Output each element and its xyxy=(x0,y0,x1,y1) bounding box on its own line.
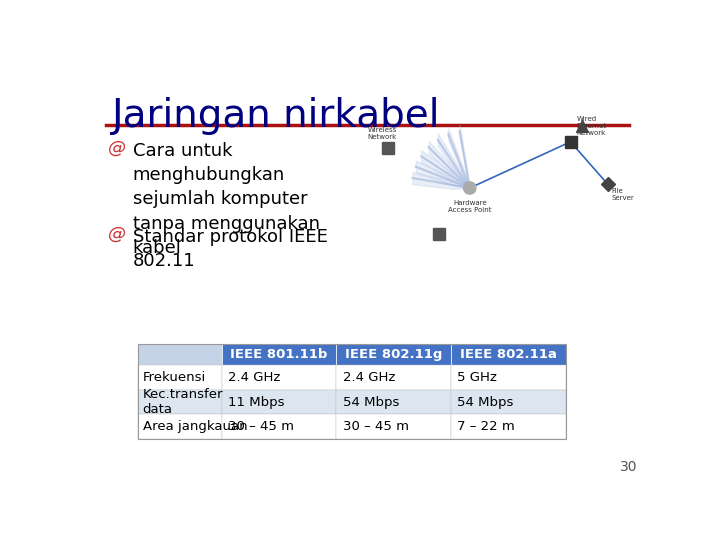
Text: 30 – 45 m: 30 – 45 m xyxy=(343,420,409,433)
Text: Cara untuk
menghubungkan
sejumlah komputer
tanpa menggunakan
kabel: Cara untuk menghubungkan sejumlah komput… xyxy=(132,142,320,257)
Bar xyxy=(222,390,336,414)
Bar xyxy=(222,343,336,365)
Text: 30: 30 xyxy=(620,461,637,475)
Text: Hardware
Access Point: Hardware Access Point xyxy=(448,200,492,213)
Text: IEEE 802.11g: IEEE 802.11g xyxy=(345,348,443,361)
Text: 54 Mbps: 54 Mbps xyxy=(457,396,514,409)
Bar xyxy=(451,390,566,414)
Bar xyxy=(222,414,336,439)
Bar xyxy=(336,365,451,390)
Text: Wireless
Network: Wireless Network xyxy=(367,127,397,140)
Bar xyxy=(222,365,336,390)
Text: 11 Mbps: 11 Mbps xyxy=(228,396,284,409)
Text: Jaringan nirkabel: Jaringan nirkabel xyxy=(112,97,440,135)
Bar xyxy=(138,414,222,439)
Text: @: @ xyxy=(108,225,126,243)
Bar xyxy=(336,343,451,365)
Bar xyxy=(451,343,566,365)
Bar xyxy=(336,414,451,439)
Text: Wired
Ethernet
Network: Wired Ethernet Network xyxy=(577,116,607,136)
Bar xyxy=(138,390,222,414)
Text: @: @ xyxy=(108,139,126,157)
Text: Standar protokol IEEE
802.11: Standar protokol IEEE 802.11 xyxy=(132,228,328,271)
Circle shape xyxy=(464,182,476,194)
Text: 2.4 GHz: 2.4 GHz xyxy=(343,371,395,384)
Bar xyxy=(336,390,451,414)
Text: 5 GHz: 5 GHz xyxy=(457,371,498,384)
Text: 2.4 GHz: 2.4 GHz xyxy=(228,371,280,384)
Text: Area jangkauan: Area jangkauan xyxy=(143,420,248,433)
Text: Kec.transfer
data: Kec.transfer data xyxy=(143,388,223,416)
Bar xyxy=(451,414,566,439)
Text: File
Server: File Server xyxy=(611,188,634,201)
Bar xyxy=(138,343,222,365)
Text: 54 Mbps: 54 Mbps xyxy=(343,396,399,409)
Bar xyxy=(451,365,566,390)
Text: Frekuensi: Frekuensi xyxy=(143,371,206,384)
Text: 7 – 22 m: 7 – 22 m xyxy=(457,420,515,433)
Bar xyxy=(330,119,640,238)
Text: IEEE 801.11b: IEEE 801.11b xyxy=(230,348,328,361)
Bar xyxy=(138,365,222,390)
Text: IEEE 802.11a: IEEE 802.11a xyxy=(460,348,557,361)
Bar xyxy=(138,343,566,439)
Text: 30 – 45 m: 30 – 45 m xyxy=(228,420,294,433)
